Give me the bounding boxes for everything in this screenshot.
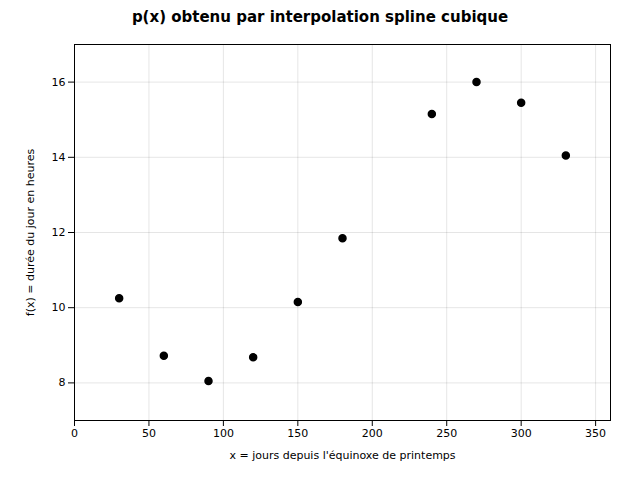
- svg-text:10: 10: [52, 301, 66, 314]
- svg-text:350: 350: [585, 427, 606, 440]
- svg-text:x = jours depuis l'équinoxe de: x = jours depuis l'équinoxe de printemps: [229, 449, 455, 462]
- html-text:p(x) obtenu par interpolation: p(x) obtenu par interpolation spline cub…: [131, 8, 509, 26]
- svg-text:250: 250: [436, 427, 457, 440]
- svg-text:f(x) = durée du jour en heures: f(x) = durée du jour en heures: [24, 149, 37, 317]
- svg-text:14: 14: [52, 151, 66, 164]
- svg-text:16: 16: [52, 76, 66, 89]
- svg-text:150: 150: [287, 427, 308, 440]
- svg-text:8: 8: [59, 376, 66, 389]
- svg-text:300: 300: [511, 427, 532, 440]
- svg-text:50: 50: [142, 427, 156, 440]
- svg-text:100: 100: [213, 427, 234, 440]
- svg-text:200: 200: [362, 427, 383, 440]
- svg-text:0: 0: [71, 427, 78, 440]
- svg-text:12: 12: [52, 226, 66, 239]
